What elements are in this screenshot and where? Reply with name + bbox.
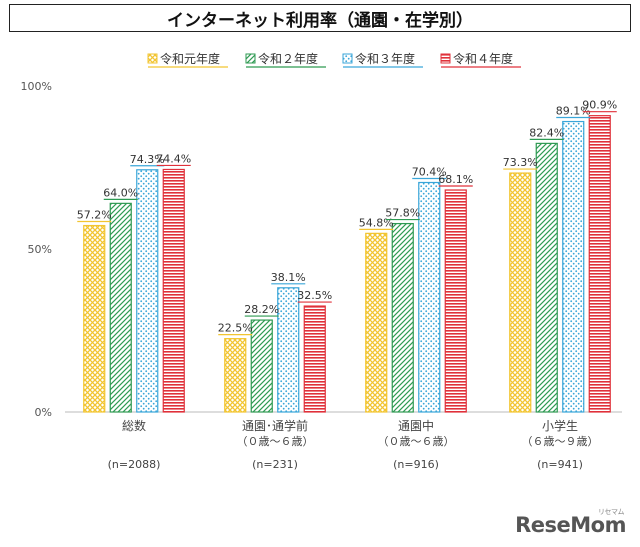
value-label: 64.0% <box>103 186 138 199</box>
bar-4-2 <box>535 142 558 413</box>
value-label: 28.2% <box>244 303 279 316</box>
y-tick-label: 100% <box>21 80 52 93</box>
resemom-logo: ReseMom リセマム <box>515 508 626 537</box>
chart-title: インターネット利用率（通園・在学別） <box>9 4 631 32</box>
bar-2-1 <box>224 338 247 413</box>
category-n: (n=916) <box>393 458 439 471</box>
bar-1-2 <box>109 202 132 413</box>
category-n: (n=231) <box>252 458 298 471</box>
value-label: 54.8% <box>359 216 394 229</box>
legend-item-1: 令和元年度 <box>147 51 228 68</box>
legend-swatch <box>147 53 158 64</box>
value-label: 73.3% <box>503 156 538 169</box>
bar-4-4 <box>588 115 611 413</box>
bar-3-3 <box>418 181 441 413</box>
value-label: 82.4% <box>529 126 564 139</box>
logo-text: ReseMom <box>515 513 626 537</box>
category-sublabel: （０歳～６歳） <box>237 435 314 448</box>
value-label: 32.5% <box>297 289 332 302</box>
legend: 令和元年度 令和２年度 令和３年度 令和４年度 <box>147 51 521 68</box>
value-label: 22.5% <box>218 322 253 335</box>
category-labels: 総数 (n=2088) 通園･通学前 （０歳～６歳） (n=231) 通園中 （０歳～６歳）… <box>108 418 599 471</box>
value-label: 57.8% <box>385 207 420 220</box>
value-label: 68.1% <box>438 173 473 186</box>
bar-3-4 <box>444 189 467 413</box>
category-n: (n=2088) <box>108 458 161 471</box>
value-label: 74.4% <box>156 152 191 165</box>
legend-label: 令和４年度 <box>453 51 513 66</box>
legend-item-2: 令和２年度 <box>245 51 326 68</box>
bar-1-1 <box>83 224 106 413</box>
bar-2-2 <box>250 319 273 413</box>
legend-swatch <box>245 53 256 64</box>
bar-2-3 <box>277 287 300 413</box>
bar-4-1 <box>509 172 532 413</box>
legend-item-3: 令和３年度 <box>342 51 423 68</box>
bar-4-3 <box>562 120 585 413</box>
value-labels: 57.2% 64.0% 74.3%74.4% 22.5% 28.2% 38.1% 32.5%… <box>77 99 617 336</box>
legend-swatch <box>440 53 451 64</box>
value-label: 90.9% <box>582 99 617 112</box>
value-label: 74.3% <box>130 153 165 166</box>
bar-1-3 <box>136 169 159 413</box>
category-label: 小学生 <box>542 418 578 433</box>
value-label: 57.2% <box>77 209 112 222</box>
category-sublabel: （６歳～９歳） <box>522 435 599 448</box>
value-label: 38.1% <box>271 271 306 284</box>
legend-label: 令和元年度 <box>160 51 220 66</box>
bar-1-4 <box>162 168 185 413</box>
legend-item-4: 令和４年度 <box>440 51 521 68</box>
category-label: 通園中 <box>398 418 434 433</box>
value-label: 70.4% <box>412 165 447 178</box>
y-tick-label: 50% <box>28 243 52 256</box>
bars <box>83 115 611 413</box>
legend-label: 令和３年度 <box>355 51 415 66</box>
category-label: 通園･通学前 <box>242 418 308 433</box>
value-label: 89.1% <box>556 105 591 118</box>
logo-kana: リセマム <box>598 508 625 516</box>
category-sublabel: （０歳～６歳） <box>378 435 455 448</box>
bar-3-1 <box>365 232 388 413</box>
category-label: 総数 <box>122 418 146 433</box>
legend-swatch <box>342 53 353 64</box>
bar-2-4 <box>303 305 326 413</box>
y-tick-label: 0% <box>35 406 52 419</box>
legend-label: 令和２年度 <box>258 51 318 66</box>
bar-3-2 <box>391 222 414 413</box>
category-n: (n=941) <box>537 458 583 471</box>
